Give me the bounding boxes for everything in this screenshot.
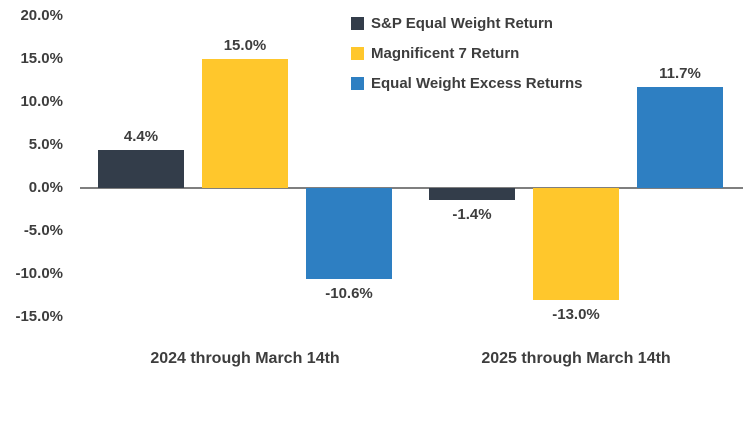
bar-value-label: 15.0%	[223, 37, 267, 54]
legend-item: S&P Equal Weight Return	[351, 8, 582, 38]
y-tick-label: -10.0%	[15, 265, 63, 282]
legend-swatch-icon	[351, 16, 364, 30]
legend-item: Equal Weight Excess Returns	[351, 68, 582, 98]
y-tick-label: 0.0%	[28, 179, 63, 196]
bar-value-label: 11.7%	[659, 65, 701, 83]
legend-swatch-icon	[351, 76, 364, 90]
legend-label: Equal Weight Excess Returns	[371, 74, 583, 92]
bar-value-label: 4.4%	[123, 128, 159, 146]
legend: S&P Equal Weight Return Magnificent 7 Ret…	[351, 8, 582, 98]
y-tick-label: 10.0%	[20, 93, 63, 110]
bar-value-label: -1.4%	[452, 206, 492, 224]
bar-value-label: -13.0%	[552, 305, 600, 323]
bar-series1-group2	[429, 188, 515, 201]
x-axis-line	[80, 187, 743, 189]
y-tick-label: 20.0%	[20, 7, 63, 24]
bar-series2-group2	[533, 188, 619, 300]
y-tick-label: 15.0%	[20, 50, 63, 67]
legend-label: S&P Equal Weight Return	[371, 14, 553, 32]
legend-item: Magnificent 7 Return	[351, 38, 582, 68]
bar-series3-group2	[637, 87, 723, 188]
y-tick-label: -15.0%	[15, 308, 63, 325]
x-category-label: 2025 through March 14th	[481, 350, 671, 367]
y-tick-label: -5.0%	[23, 222, 63, 239]
y-tick-label: 5.0%	[28, 136, 63, 153]
x-category-label: 2024 through March 14th	[150, 350, 340, 367]
bar-series3-group1	[306, 188, 392, 280]
bar-series2-group1	[202, 59, 288, 188]
legend-label: Magnificent 7 Return	[371, 44, 520, 62]
bar-series1-group1	[98, 150, 184, 188]
legend-swatch-icon	[351, 46, 364, 60]
bar-value-label: -10.6%	[325, 285, 373, 303]
